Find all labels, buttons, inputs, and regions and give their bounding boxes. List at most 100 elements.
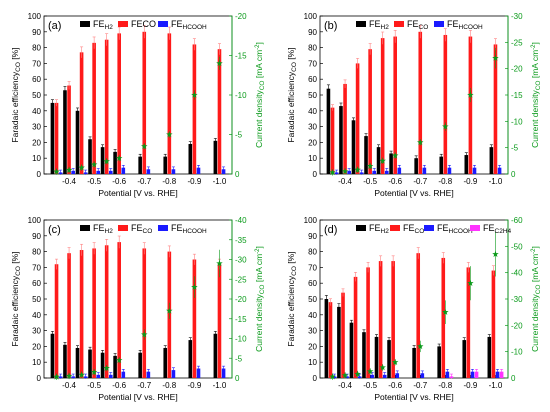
legend-sub: HCOOH [449, 228, 474, 235]
current-density-marker [329, 169, 336, 176]
current-density-marker [391, 152, 399, 159]
legend-text: FE [131, 223, 143, 233]
y-axis-label-unit: [%] [10, 47, 20, 62]
bar-h2 [163, 347, 168, 378]
y-tick-label: 40 [32, 107, 41, 116]
legend-label: FECO [131, 223, 152, 235]
legend-item-hcooh: FEHCOOH [424, 223, 473, 235]
y2-axis-label: Current densityCO [mA cm-2] [254, 246, 266, 352]
bar-h2 [75, 110, 80, 174]
panel-c: 0 10 20 30 40 50 60 70 80 90 100 0 -5 -10 -15 -20 -25 -30… [10, 216, 266, 402]
bar-co [380, 38, 385, 175]
legend-label: FEH2 [93, 19, 113, 31]
y2-axis-label-sub: CO [259, 285, 266, 295]
legend-sub: HCOOH [183, 24, 208, 31]
legend-swatch [434, 21, 444, 27]
bar-co [493, 44, 498, 174]
y-tick-label: 80 [32, 248, 41, 257]
legend-text: FE [93, 223, 105, 233]
bar-h2 [324, 299, 329, 378]
bar-h2 [100, 147, 105, 174]
y-tick-label: 20 [308, 138, 317, 147]
y-tick-label: 100 [304, 216, 318, 225]
bar-hcooh [121, 371, 126, 378]
legend-sub: CO [143, 228, 153, 235]
bar-h2 [138, 156, 142, 174]
y-tick-label: 90 [308, 28, 317, 37]
y-tick-label: 50 [32, 91, 41, 100]
bar-h2 [437, 346, 441, 378]
current-density-marker [191, 91, 198, 98]
plot-frame [43, 219, 233, 379]
current-density-marker [417, 343, 424, 350]
y-tick-label: 10 [308, 154, 317, 163]
bar-co [79, 250, 84, 378]
y-tick-label: 60 [32, 279, 41, 288]
x-tick-label: -1.0 [213, 381, 227, 390]
y2-tick-label: -15 [511, 91, 523, 100]
y2-axis-label-sub: CO [259, 81, 266, 91]
x-axis-label: Potential [V vs. RHE] [374, 392, 453, 402]
y2-axis-label: Current densityCO [mA cm-2] [254, 42, 266, 148]
y-tick-label: 30 [32, 123, 41, 132]
y2-tick-label: 0 [511, 170, 516, 179]
legend-label: FEH2 [369, 19, 389, 31]
bar-co [54, 102, 59, 174]
bar-h2 [364, 136, 368, 174]
x-tick-label: -0.9 [188, 177, 202, 186]
bar-co [79, 52, 84, 175]
current-density-marker [78, 371, 85, 378]
y-axis-label-unit: [%] [286, 47, 296, 62]
bar-h2 [362, 332, 366, 378]
x-tick-label: -0.6 [388, 177, 402, 186]
y-tick-label: 70 [32, 263, 41, 272]
legend-label: FEHCOOH [447, 19, 483, 31]
legend-swatch [470, 225, 480, 231]
y-tick-label: 70 [32, 59, 41, 68]
legend-swatch [80, 21, 90, 27]
bar-h2 [326, 88, 331, 174]
y2-tick-label: -25 [235, 275, 247, 284]
legend-text: FE [403, 223, 415, 233]
legend-swatch [118, 225, 128, 231]
bar-co [192, 44, 197, 174]
legend-item-h2: FEH2 [356, 19, 389, 31]
y-tick-label: 10 [32, 154, 41, 163]
plot-frame [43, 15, 233, 175]
bar-h2 [439, 156, 444, 174]
panel-d: 0 10 20 30 40 50 60 70 80 90 100 0 -10 -20 -30 -40 -50 -6… [286, 216, 542, 402]
x-tick-label: -0.8 [438, 381, 452, 390]
legend-swatch [356, 225, 366, 231]
y-axis-label-sub: CO [291, 266, 298, 276]
x-tick-label: -0.7 [137, 177, 151, 186]
y-tick-label: 40 [308, 107, 317, 116]
y-axis-label: Faradaic efficiencyCO [%] [286, 47, 298, 142]
legend-sub: HCOOH [183, 228, 208, 235]
bar-co [217, 49, 222, 174]
y2-tick-label: -10 [235, 91, 247, 100]
y-tick-label: 0 [313, 374, 318, 383]
y2-axis-label-sup: -2 [531, 44, 537, 50]
bar-hcooh [470, 371, 475, 378]
y-axis-label: Faradaic efficiencyCO [%] [10, 251, 22, 346]
current-density-marker [90, 161, 98, 168]
current-density-marker [354, 370, 361, 377]
y2-axis-label-unit: [mA cm [530, 254, 540, 285]
y2-tick-label: 0 [235, 170, 240, 179]
bar-h2 [487, 336, 492, 378]
y2-axis-label-sub: CO [535, 81, 542, 91]
bar-hcooh [447, 167, 452, 174]
bar-hcooh [445, 371, 450, 378]
current-density-marker [366, 368, 374, 375]
bar-hcooh [171, 370, 176, 378]
y-tick-label: 60 [32, 75, 41, 84]
y-axis-label-sub: CO [15, 266, 22, 276]
y2-tick-label: -40 [235, 216, 247, 225]
bar-co [418, 31, 423, 174]
bar-h2 [50, 102, 55, 174]
y2-tick-label: -30 [511, 295, 523, 304]
y2-tick-label: -5 [235, 131, 243, 140]
current-density-marker [467, 279, 474, 286]
x-tick-label: -0.9 [464, 177, 478, 186]
bar-co [328, 302, 333, 378]
